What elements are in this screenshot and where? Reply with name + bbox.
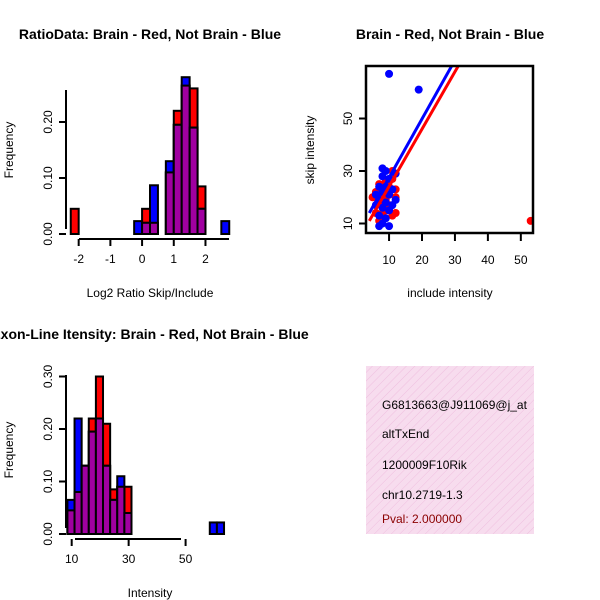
annotation-background	[366, 366, 534, 534]
x-tick-label-1: -1	[105, 252, 116, 266]
ratio-hist-title: RatioData: Brain - Red, Not Brain - Blue	[19, 26, 281, 42]
overlap-bar-6	[109, 498, 119, 535]
y-tick-label-3: 0.30	[41, 364, 55, 388]
blue-fit-line	[367, 66, 453, 214]
ratio-hist-x-label: Log2 Ratio Skip/Include	[87, 286, 214, 300]
ratio-hist-bars	[69, 76, 231, 236]
blue-bar-9	[208, 521, 218, 536]
ratio-hist-y-ticks: 0.00 0.10 0.20	[41, 110, 66, 246]
x-tick-label-4: 50	[514, 253, 528, 267]
red-bar-0	[69, 207, 80, 236]
intensity-hist-title: Exon-Line Itensity: Brain - Red, Not Bra…	[0, 326, 309, 342]
annotation-gene-name: 1200009F10Rik	[382, 458, 468, 472]
ratio-histogram: RatioData: Brain - Red, Not Brain - Blue…	[2, 26, 281, 300]
ratio-hist-x-ticks: -2 -1 0 1 2	[73, 239, 209, 266]
blue-point-23	[385, 69, 394, 78]
annotation-probe-id: G6813663@J911069@j_at	[382, 398, 528, 412]
x-tick-label-0: -2	[73, 252, 84, 266]
intensity-hist-bars	[66, 375, 226, 536]
y-tick-label-2: 50	[341, 112, 355, 126]
overlap-bar-5	[102, 464, 112, 535]
y-tick-label-2: 0.20	[41, 110, 55, 134]
x-tick-label-1: 20	[415, 253, 429, 267]
intensity-hist-y-label: Frequency	[2, 422, 16, 479]
blue-point-22	[385, 222, 394, 231]
scatter-x-label: include intensity	[407, 286, 492, 300]
intensity-histogram: Exon-Line Itensity: Brain - Red, Not Bra…	[0, 326, 309, 600]
red-fit-line	[367, 66, 460, 222]
blue-bar-8	[220, 220, 231, 235]
annotation-location: chr10.2719-1.3	[382, 488, 463, 502]
y-tick-label-1: 0.10	[41, 166, 55, 190]
x-tick-label-3: 40	[481, 253, 495, 267]
overlap-bar-7	[196, 207, 207, 236]
blue-point-2	[375, 211, 384, 220]
blue-point-13	[381, 167, 390, 175]
blue-point-21	[375, 222, 384, 231]
intensity-hist-y-ticks: 0.00 0.10 0.20 0.30	[41, 364, 66, 546]
blue-point-18	[388, 185, 397, 194]
scatter-title: Brain - Red, Not Brain - Blue	[356, 26, 544, 42]
y-tick-label-1: 30	[341, 164, 355, 178]
overlap-bar-0	[66, 509, 76, 535]
scatter-plot-box	[364, 64, 535, 235]
y-tick-label-1: 0.10	[41, 469, 55, 493]
y-tick-label-0: 0.00	[41, 222, 55, 246]
scatter-y-ticks: 10 30 50	[341, 112, 366, 231]
x-tick-label-2: 50	[179, 552, 193, 566]
overlap-bar-1	[141, 221, 151, 236]
scatter-x-ticks: 10 20 30 40 50	[382, 234, 528, 267]
x-tick-label-4: 2	[202, 252, 209, 266]
y-tick-label-0: 0.00	[41, 522, 55, 546]
x-tick-label-0: 10	[382, 253, 396, 267]
y-tick-label-2: 0.20	[41, 417, 55, 441]
overlap-bar-3	[87, 430, 97, 535]
annotation-panel: G6813663@J911069@j_at altTxEnd 1200009F1…	[366, 366, 534, 534]
blue-bar-10	[215, 521, 226, 536]
overlap-bar-5	[180, 84, 191, 235]
annotation-event-type: altTxEnd	[382, 427, 429, 441]
overlap-bar-2	[149, 221, 159, 236]
red-point-18	[391, 209, 400, 217]
blue-point-11	[381, 198, 390, 207]
scatter-marks	[367, 66, 533, 231]
blue-point-24	[414, 85, 423, 94]
x-tick-label-3: 1	[170, 252, 177, 266]
x-tick-label-2: 30	[448, 253, 462, 267]
blue-point-19	[391, 195, 400, 204]
intensity-hist-x-ticks: 10 30 50	[65, 539, 193, 566]
ratio-hist-y-label: Frequency	[2, 122, 16, 179]
overlap-bar-8	[123, 512, 133, 535]
intensity-scatter: Brain - Red, Not Brain - Blue 10 20 30 40 50…	[303, 26, 544, 300]
blue-bar-0	[133, 220, 144, 235]
overlap-bar-3	[164, 171, 175, 235]
overlap-bar-1	[73, 491, 83, 535]
overlap-bar-4	[172, 123, 183, 235]
overlap-bar-4	[94, 417, 105, 535]
x-tick-label-0: 10	[65, 552, 79, 566]
red-point-21	[526, 216, 533, 225]
scatter-y-label: skip intensity	[303, 116, 317, 185]
x-tick-label-1: 30	[122, 552, 136, 566]
overlap-bar-2	[80, 464, 90, 535]
overlap-bar-6	[188, 126, 199, 235]
x-tick-label-2: 0	[139, 252, 146, 266]
overlap-bar-7	[116, 485, 126, 535]
intensity-hist-x-label: Intensity	[128, 586, 173, 600]
annotation-pval: Pval: 2.000000	[382, 512, 462, 526]
y-tick-label-0: 10	[341, 217, 355, 231]
blue-point-10	[381, 214, 390, 223]
